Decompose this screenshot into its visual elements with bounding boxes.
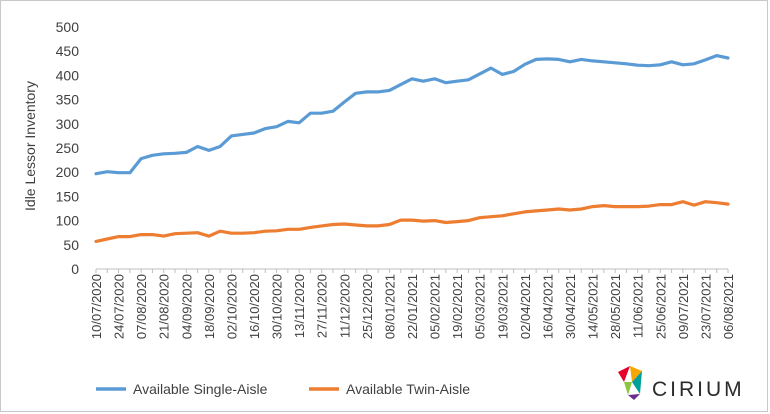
y-axis: 0 50 100 150 200 250 300 350 400 450 500 (56, 19, 80, 277)
x-tick-label: 22/01/2021 (405, 274, 420, 339)
x-tick-label: 11/06/2021 (631, 274, 646, 338)
series-line-single-aisle (94, 53, 730, 176)
x-tick-label: 16/10/2020 (247, 274, 262, 339)
legend-label-twin-aisle: Available Twin-Aisle (346, 381, 470, 397)
y-tick-label: 400 (56, 67, 80, 83)
y-tick-label: 250 (56, 140, 80, 156)
x-tick-label: 23/07/2021 (698, 274, 713, 339)
x-tick-label: 19/03/2021 (495, 274, 510, 339)
x-tick-label: 07/08/2020 (134, 274, 149, 339)
y-tick-label: 200 (56, 164, 80, 180)
x-tick-label: 06/08/2021 (721, 274, 736, 339)
x-tick-label: 05/03/2021 (473, 274, 488, 339)
x-tick-label: 25/12/2020 (360, 274, 375, 339)
y-tick-label: 50 (63, 237, 79, 253)
x-tick-label: 09/07/2021 (676, 274, 691, 339)
x-axis: 10/07/2020 24/07/2020 07/08/2020 21/08/2020… (89, 274, 736, 339)
cirium-logo-mark (618, 366, 642, 400)
x-tick-label: 10/07/2020 (89, 274, 104, 339)
brand-wordmark: CIRIUM (652, 378, 745, 401)
y-tick-label: 450 (56, 43, 80, 59)
legend-label-single-aisle: Available Single-Aisle (133, 381, 268, 397)
x-tick-label: 30/04/2021 (563, 274, 578, 339)
x-tick-label: 02/04/2021 (518, 274, 533, 339)
x-tick-label: 27/11/2020 (315, 274, 330, 338)
y-tick-label: 350 (56, 92, 80, 108)
x-tick-label: 14/05/2021 (586, 274, 601, 339)
y-tick-label: 0 (71, 261, 79, 277)
cirium-logo: CIRIUM (618, 366, 745, 401)
y-tick-label: 100 (56, 213, 80, 229)
x-tick-label: 16/04/2021 (540, 274, 555, 339)
series-line-twin-aisle (94, 200, 730, 243)
series-lines (94, 53, 730, 243)
x-tick-label: 08/01/2021 (382, 274, 397, 339)
y-tick-label: 300 (56, 116, 80, 132)
x-tick-label: 24/07/2020 (112, 274, 127, 339)
x-tick-label: 11/12/2020 (337, 274, 352, 338)
x-tick-label: 04/09/2020 (179, 274, 194, 339)
x-tick-label: 19/02/2021 (450, 274, 465, 339)
x-tick-label: 18/09/2020 (202, 274, 217, 339)
y-tick-label: 150 (56, 188, 80, 204)
x-tick-label: 28/05/2021 (608, 274, 623, 339)
x-tick-label: 21/08/2020 (157, 274, 172, 339)
x-tick-label: 25/06/2021 (653, 274, 668, 339)
x-tick-label: 13/11/2020 (292, 274, 307, 338)
x-axis-tick-marks (95, 269, 729, 273)
y-axis-label: Idle Lessor Inventory (22, 81, 38, 211)
x-tick-label: 05/02/2021 (428, 274, 443, 339)
x-tick-label: 02/10/2020 (224, 274, 239, 339)
y-tick-label: 500 (56, 19, 80, 35)
legend: Available Single-Aisle Available Twin-Ai… (96, 381, 470, 397)
x-tick-label: 30/10/2020 (270, 274, 285, 339)
